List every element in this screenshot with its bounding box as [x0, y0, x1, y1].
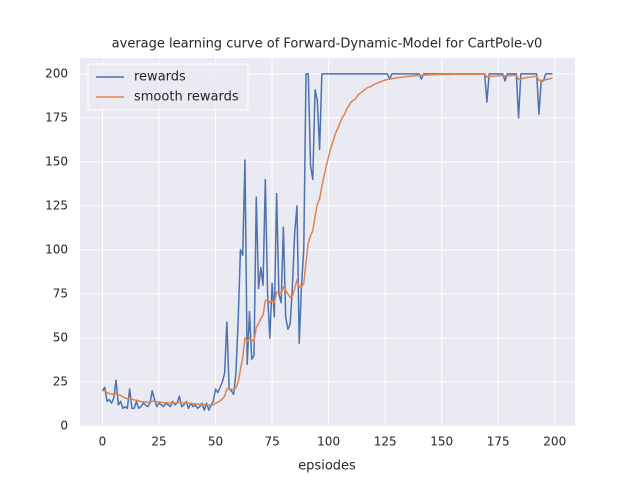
x-tick-label: 150 [430, 435, 453, 449]
x-tick-label: 200 [543, 435, 566, 449]
y-tick-label: 125 [45, 198, 68, 212]
legend-box [87, 63, 249, 111]
marks [101, 73, 553, 411]
plot-area [80, 58, 575, 426]
x-tick-label: 125 [374, 435, 397, 449]
y-tick-label: 100 [45, 242, 68, 256]
x-tick-label: 175 [487, 435, 510, 449]
chart-title: average learning curve of Forward-Dynami… [112, 37, 543, 52]
x-tick-label: 100 [317, 435, 340, 449]
x-tick-label: 0 [99, 435, 107, 449]
legend: rewards smooth rewards [87, 63, 249, 111]
y-tick-label: 50 [53, 330, 68, 344]
x-tick-label: 75 [264, 435, 279, 449]
legend-label: rewards [134, 70, 186, 85]
x-tick-label: 50 [208, 435, 223, 449]
x-axis-label: epsiodes [298, 459, 356, 474]
x-tick-label: 25 [151, 435, 166, 449]
y-tick-label: 175 [45, 110, 68, 124]
y-tick-label: 25 [53, 374, 68, 388]
y-tick-label: 0 [60, 419, 68, 433]
line-series [102, 73, 553, 406]
y-tick-label: 75 [53, 286, 68, 300]
y-tick-label: 200 [45, 66, 68, 80]
legend-label: smooth rewards [134, 90, 239, 105]
y-tick-label: 150 [45, 154, 68, 168]
